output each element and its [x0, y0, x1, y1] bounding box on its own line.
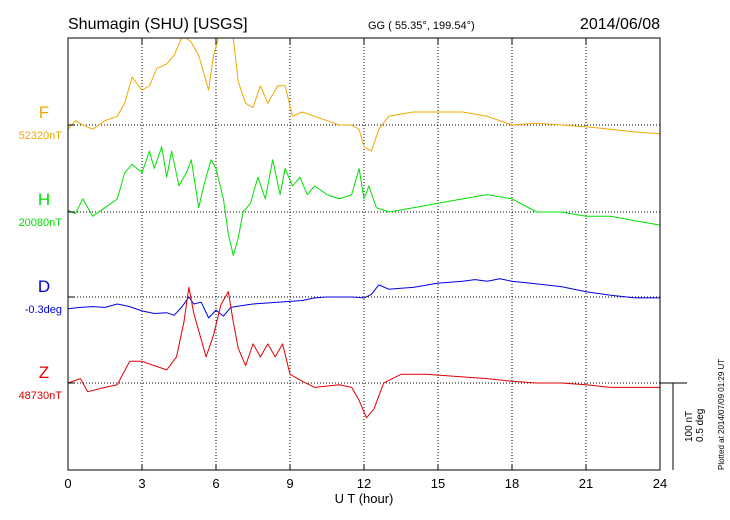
x-tick-label: 0 — [64, 476, 71, 491]
series-baseline-H: 20080nT — [19, 217, 63, 229]
series-lines — [67, 37, 661, 419]
x-tick-label: 12 — [357, 476, 371, 491]
x-tick-label: 9 — [286, 476, 293, 491]
scale-bar: 100 nT 0.5 deg — [660, 382, 706, 470]
series-name-Z: Z — [39, 363, 49, 382]
scale-label-deg: 0.5 deg — [695, 409, 706, 442]
series-baseline-F: 52320nT — [19, 130, 63, 142]
x-tick-label: 24 — [653, 476, 667, 491]
series-line-D — [67, 278, 660, 319]
grid — [68, 38, 660, 470]
plotted-note: Plotted at 2014/07/09 01:29 UT — [717, 359, 726, 470]
x-axis-label: U T (hour) — [335, 491, 394, 506]
x-tick-label: 18 — [505, 476, 519, 491]
series-line-F — [67, 37, 661, 152]
series-name-F: F — [39, 103, 49, 122]
x-tick-label: 3 — [138, 476, 145, 491]
series-labels: F 52320nT H 20080nT D -0.3deg Z 48730nT — [19, 103, 63, 402]
x-ticks: 0 3 6 9 12 15 18 21 24 — [64, 38, 667, 491]
scale-label-nt: 100 nT — [684, 411, 695, 442]
x-tick-label: 6 — [212, 476, 219, 491]
series-baseline-Z: 48730nT — [19, 390, 63, 402]
series-baseline-D: -0.3deg — [25, 304, 62, 316]
series-line-Z — [67, 286, 660, 419]
series-line-H — [67, 146, 661, 256]
series-name-H: H — [38, 190, 50, 209]
chart-title: Shumagin (SHU) [USGS] — [68, 16, 248, 33]
date-label: 2014/06/08 — [580, 16, 660, 33]
x-tick-label: 21 — [579, 476, 593, 491]
series-name-D: D — [38, 277, 50, 296]
x-tick-label: 15 — [431, 476, 445, 491]
coordinates-label: GG ( 55.35°, 199.54°) — [368, 20, 475, 32]
